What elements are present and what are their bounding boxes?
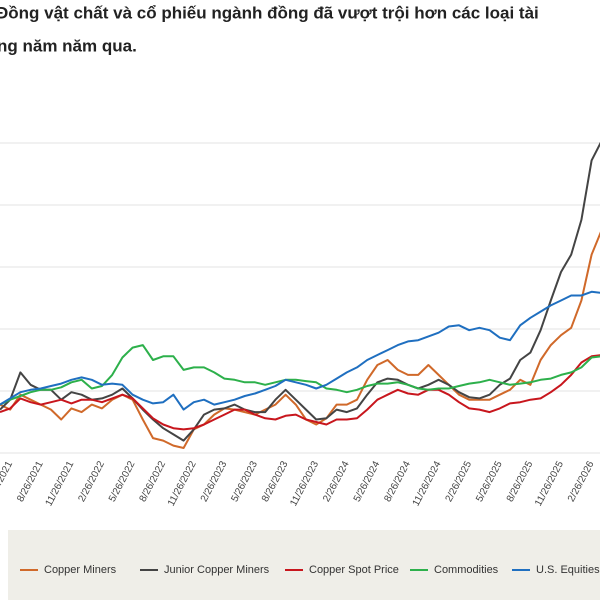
legend-label: Copper Spot Price [309,564,399,576]
series-line [0,344,600,406]
x-tick-label: 11/26/2025 [533,459,566,508]
x-tick-label: 2/26/2023 [199,459,230,504]
x-tick-label: 5/26/2022 [107,459,138,504]
series-line [0,141,600,442]
legend-label: Junior Copper Miners [164,564,270,576]
x-tick-label: 11/26/2021 [44,459,77,508]
chart-title: Đồng vật chất và cổ phiếu ngành đồng đã … [0,3,539,22]
series-line [0,354,600,431]
x-tick-label: 8/26/2023 [260,459,291,504]
x-tick-label: 8/26/2022 [138,459,169,504]
x-tick-label: 8/26/2021 [15,459,46,504]
x-tick-label: 5/26/2024 [352,459,383,504]
legend-box [8,530,600,600]
x-tick-label: 2/26/2022 [76,459,107,504]
x-tick-label: 11/26/2024 [411,459,444,508]
x-tick-label: 2/26/2026 [566,459,597,504]
x-tick-label: 5/26/2021 [0,459,15,504]
x-tick-label: 5/26/2025 [474,459,505,504]
x-tick-label: 11/26/2023 [288,459,321,508]
x-tick-label: 8/26/2024 [382,459,413,504]
legend-label: U.S. Equities [536,564,600,576]
x-tick-label: 11/26/2022 [166,459,199,508]
x-tick-label: 5/26/2023 [229,459,260,504]
x-tick-label: 2/26/2024 [321,459,352,504]
x-tick-label: 8/26/2025 [505,459,536,504]
chart-title: ng năm năm qua. [0,36,137,55]
legend-label: Copper Miners [44,564,117,576]
series-line [0,231,600,449]
x-tick-label: 2/26/2025 [444,459,475,504]
legend-label: Commodities [434,564,499,576]
series-line [0,290,600,411]
